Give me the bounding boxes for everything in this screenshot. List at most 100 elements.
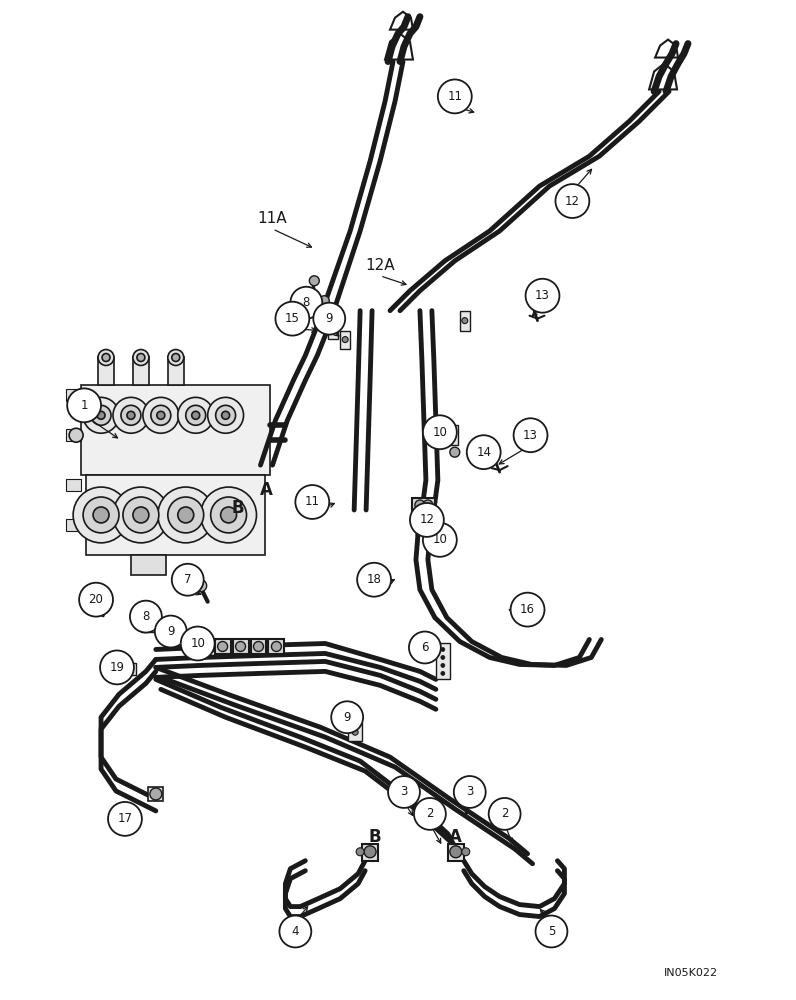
Text: 9: 9 [343, 711, 351, 724]
Text: 8: 8 [142, 610, 150, 623]
Circle shape [172, 354, 180, 361]
Circle shape [462, 848, 470, 856]
Text: B: B [369, 828, 381, 846]
Circle shape [89, 598, 99, 608]
Polygon shape [98, 357, 114, 385]
Circle shape [217, 642, 228, 651]
Polygon shape [148, 787, 163, 801]
Circle shape [438, 79, 472, 113]
Circle shape [220, 507, 236, 523]
Text: 15: 15 [285, 312, 300, 325]
Circle shape [155, 616, 187, 647]
Polygon shape [348, 723, 362, 741]
Polygon shape [412, 505, 430, 520]
Circle shape [441, 671, 445, 675]
Circle shape [172, 637, 178, 642]
Text: IN05K022: IN05K022 [664, 968, 718, 978]
Polygon shape [460, 311, 470, 331]
Circle shape [331, 701, 363, 733]
Circle shape [489, 798, 521, 830]
Text: 4: 4 [291, 925, 299, 938]
Circle shape [236, 642, 245, 651]
Polygon shape [131, 555, 166, 575]
Text: 8: 8 [302, 296, 310, 309]
Text: 6: 6 [421, 641, 429, 654]
Polygon shape [169, 634, 181, 644]
Circle shape [145, 622, 151, 628]
Circle shape [291, 287, 322, 319]
Circle shape [454, 776, 486, 808]
Circle shape [279, 916, 311, 947]
Circle shape [415, 500, 425, 510]
Circle shape [342, 337, 348, 343]
Circle shape [525, 279, 560, 313]
Circle shape [415, 507, 427, 519]
Text: 18: 18 [367, 573, 381, 586]
Circle shape [121, 405, 141, 425]
Circle shape [168, 350, 184, 365]
Circle shape [150, 788, 162, 800]
Circle shape [143, 397, 179, 433]
Polygon shape [86, 475, 265, 555]
Circle shape [364, 846, 376, 858]
Polygon shape [362, 844, 378, 861]
Circle shape [275, 302, 310, 336]
Circle shape [388, 776, 420, 808]
Polygon shape [232, 639, 248, 654]
Text: 13: 13 [535, 289, 550, 302]
Polygon shape [340, 331, 350, 349]
Circle shape [441, 655, 445, 659]
Circle shape [83, 497, 119, 533]
Circle shape [352, 729, 358, 735]
Circle shape [108, 802, 142, 836]
Circle shape [556, 184, 589, 218]
Text: 11A: 11A [258, 211, 287, 226]
Polygon shape [168, 357, 184, 385]
Circle shape [151, 405, 171, 425]
Polygon shape [448, 425, 458, 445]
Circle shape [133, 350, 149, 365]
Circle shape [466, 435, 501, 469]
Circle shape [172, 564, 204, 596]
Circle shape [462, 318, 468, 324]
Polygon shape [201, 642, 215, 651]
Circle shape [356, 848, 364, 856]
Circle shape [157, 411, 165, 419]
Text: 2: 2 [501, 807, 509, 820]
Polygon shape [436, 643, 450, 679]
Polygon shape [126, 663, 136, 675]
Circle shape [83, 397, 119, 433]
Circle shape [211, 497, 247, 533]
Circle shape [73, 487, 129, 543]
Circle shape [314, 303, 345, 335]
Circle shape [330, 326, 336, 332]
Text: 10: 10 [432, 426, 447, 439]
Polygon shape [412, 498, 435, 512]
Text: 9: 9 [167, 625, 174, 638]
Circle shape [102, 354, 110, 361]
Text: 3: 3 [400, 785, 408, 798]
Text: 5: 5 [548, 925, 555, 938]
Circle shape [310, 276, 319, 286]
Circle shape [168, 497, 204, 533]
Circle shape [123, 497, 159, 533]
Polygon shape [66, 519, 81, 531]
Circle shape [450, 846, 462, 858]
Circle shape [181, 627, 215, 660]
Polygon shape [328, 319, 338, 339]
Text: 20: 20 [88, 593, 103, 606]
Text: 12: 12 [565, 195, 580, 208]
Circle shape [91, 405, 111, 425]
Circle shape [536, 916, 568, 947]
Text: 14: 14 [476, 446, 491, 459]
Circle shape [221, 411, 229, 419]
Circle shape [441, 647, 445, 651]
Circle shape [271, 642, 282, 651]
Circle shape [208, 397, 244, 433]
Polygon shape [215, 639, 231, 654]
Text: 13: 13 [523, 429, 538, 442]
Polygon shape [66, 429, 81, 441]
Circle shape [178, 397, 213, 433]
Text: 3: 3 [466, 785, 474, 798]
Polygon shape [268, 639, 284, 654]
